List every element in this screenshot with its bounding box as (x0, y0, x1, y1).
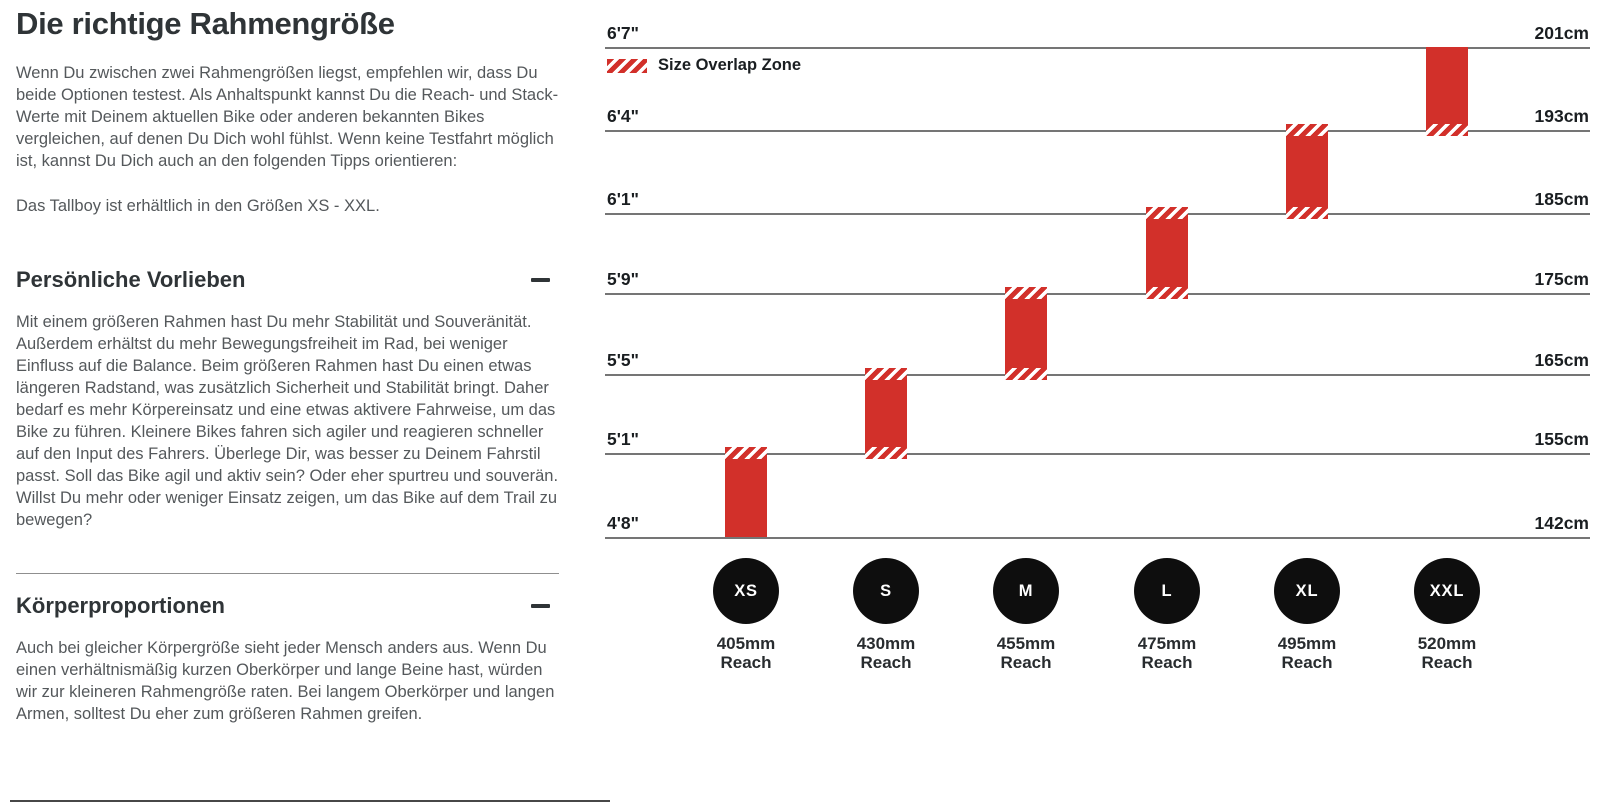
reach-label-m: 455mm Reach (966, 634, 1086, 672)
legend-label: Size Overlap Zone (658, 56, 802, 74)
reach-label-s: 430mm Reach (826, 634, 946, 672)
height-label-cm: 155cm (1534, 429, 1590, 449)
reach-caption: Reach (1141, 653, 1193, 672)
height-label-ft: 5'1" (607, 429, 639, 449)
size-circle-m: M (993, 558, 1059, 624)
size-bar-xxl (1426, 47, 1468, 124)
size-bar-l (1146, 219, 1188, 287)
height-gridline (605, 293, 1590, 295)
size-bar-overlap-bottom-xxl (1426, 124, 1468, 136)
size-bar-overlap-top-s (865, 368, 907, 380)
section-heading-personal-preferences: Persönliche Vorlieben (16, 267, 246, 292)
height-label-ft: 6'7" (607, 23, 639, 43)
height-gridline (605, 374, 1590, 376)
height-label-cm: 165cm (1534, 350, 1590, 370)
size-circle-xs: XS (713, 558, 779, 624)
size-circle-l: L (1134, 558, 1200, 624)
availability-paragraph: Das Tallboy ist erhältlich in den Größen… (16, 197, 380, 215)
height-label-cm: 142cm (1534, 513, 1590, 533)
height-gridline (605, 537, 1590, 539)
size-bar-s (865, 380, 907, 447)
reach-value: 495mm (1277, 634, 1337, 653)
reach-value: 405mm (716, 634, 776, 653)
height-label-ft: 5'5" (607, 350, 639, 370)
height-label-ft: 4'8" (607, 513, 639, 533)
reach-label-xs: 405mm Reach (686, 634, 806, 672)
reach-value: 475mm (1137, 634, 1197, 653)
intro-paragraph: Wenn Du zwischen zwei Rahmengrößen liegs… (16, 64, 559, 170)
collapse-toggle-personal-preferences[interactable] (527, 270, 553, 290)
height-label-ft: 5'9" (607, 269, 639, 289)
accordion-header-body-proportions[interactable]: Körperproportionen (16, 593, 559, 619)
size-bar-xl (1286, 136, 1328, 207)
minus-icon (530, 604, 550, 608)
reach-caption: Reach (860, 653, 912, 672)
height-gridline (605, 130, 1590, 132)
size-bar-overlap-bottom-s (865, 447, 907, 459)
height-label-cm: 185cm (1534, 189, 1590, 209)
section-heading-body-proportions: Körperproportionen (16, 593, 225, 618)
size-bar-overlap-bottom-l (1146, 287, 1188, 299)
size-bar-overlap-top-xl (1286, 124, 1328, 136)
height-gridline (605, 453, 1590, 455)
reach-label-xxl: 520mm Reach (1387, 634, 1507, 672)
page-title: Die richtige Rahmengröße (16, 6, 395, 41)
size-circle-xxl: XXL (1414, 558, 1480, 624)
overlap-zone-swatch-icon (607, 58, 647, 73)
reach-caption: Reach (1000, 653, 1052, 672)
reach-value: 455mm (996, 634, 1056, 653)
height-label-cm: 193cm (1534, 106, 1590, 126)
size-bar-overlap-top-xs (725, 447, 767, 459)
reach-value: 430mm (856, 634, 916, 653)
sizing-text-column: Die richtige Rahmengröße Wenn Du zwische… (16, 6, 559, 725)
height-label-cm: 175cm (1534, 269, 1590, 289)
size-bar-overlap-top-m (1005, 287, 1047, 299)
height-gridline (605, 47, 1590, 49)
height-label-cm: 201cm (1534, 23, 1590, 43)
height-label-ft: 6'1" (607, 189, 639, 209)
size-bar-m (1005, 299, 1047, 368)
size-circle-s: S (853, 558, 919, 624)
size-circle-xl: XL (1274, 558, 1340, 624)
accordion-header-personal-preferences[interactable]: Persönliche Vorlieben (16, 267, 559, 293)
section-body-body-proportions: Auch bei gleicher Körpergröße sieht jede… (16, 639, 555, 723)
reach-caption: Reach (1281, 653, 1333, 672)
height-label-ft: 6'4" (607, 106, 639, 126)
bottom-divider (10, 800, 610, 802)
reach-label-l: 475mm Reach (1107, 634, 1227, 672)
collapse-toggle-body-proportions[interactable] (527, 596, 553, 616)
reach-caption: Reach (720, 653, 772, 672)
size-overlap-legend: Size Overlap Zone (607, 56, 801, 75)
height-gridline (605, 213, 1590, 215)
reach-caption: Reach (1421, 653, 1473, 672)
size-bar-overlap-top-l (1146, 207, 1188, 219)
section-body-personal-preferences: Mit einem größeren Rahmen hast Du mehr S… (16, 313, 559, 529)
reach-label-xl: 495mm Reach (1247, 634, 1367, 672)
size-bar-xs (725, 459, 767, 537)
size-bar-overlap-bottom-m (1005, 368, 1047, 380)
reach-value: 520mm (1417, 634, 1477, 653)
minus-icon (530, 278, 550, 282)
section-divider (16, 573, 559, 574)
size-bar-overlap-bottom-xl (1286, 207, 1328, 219)
